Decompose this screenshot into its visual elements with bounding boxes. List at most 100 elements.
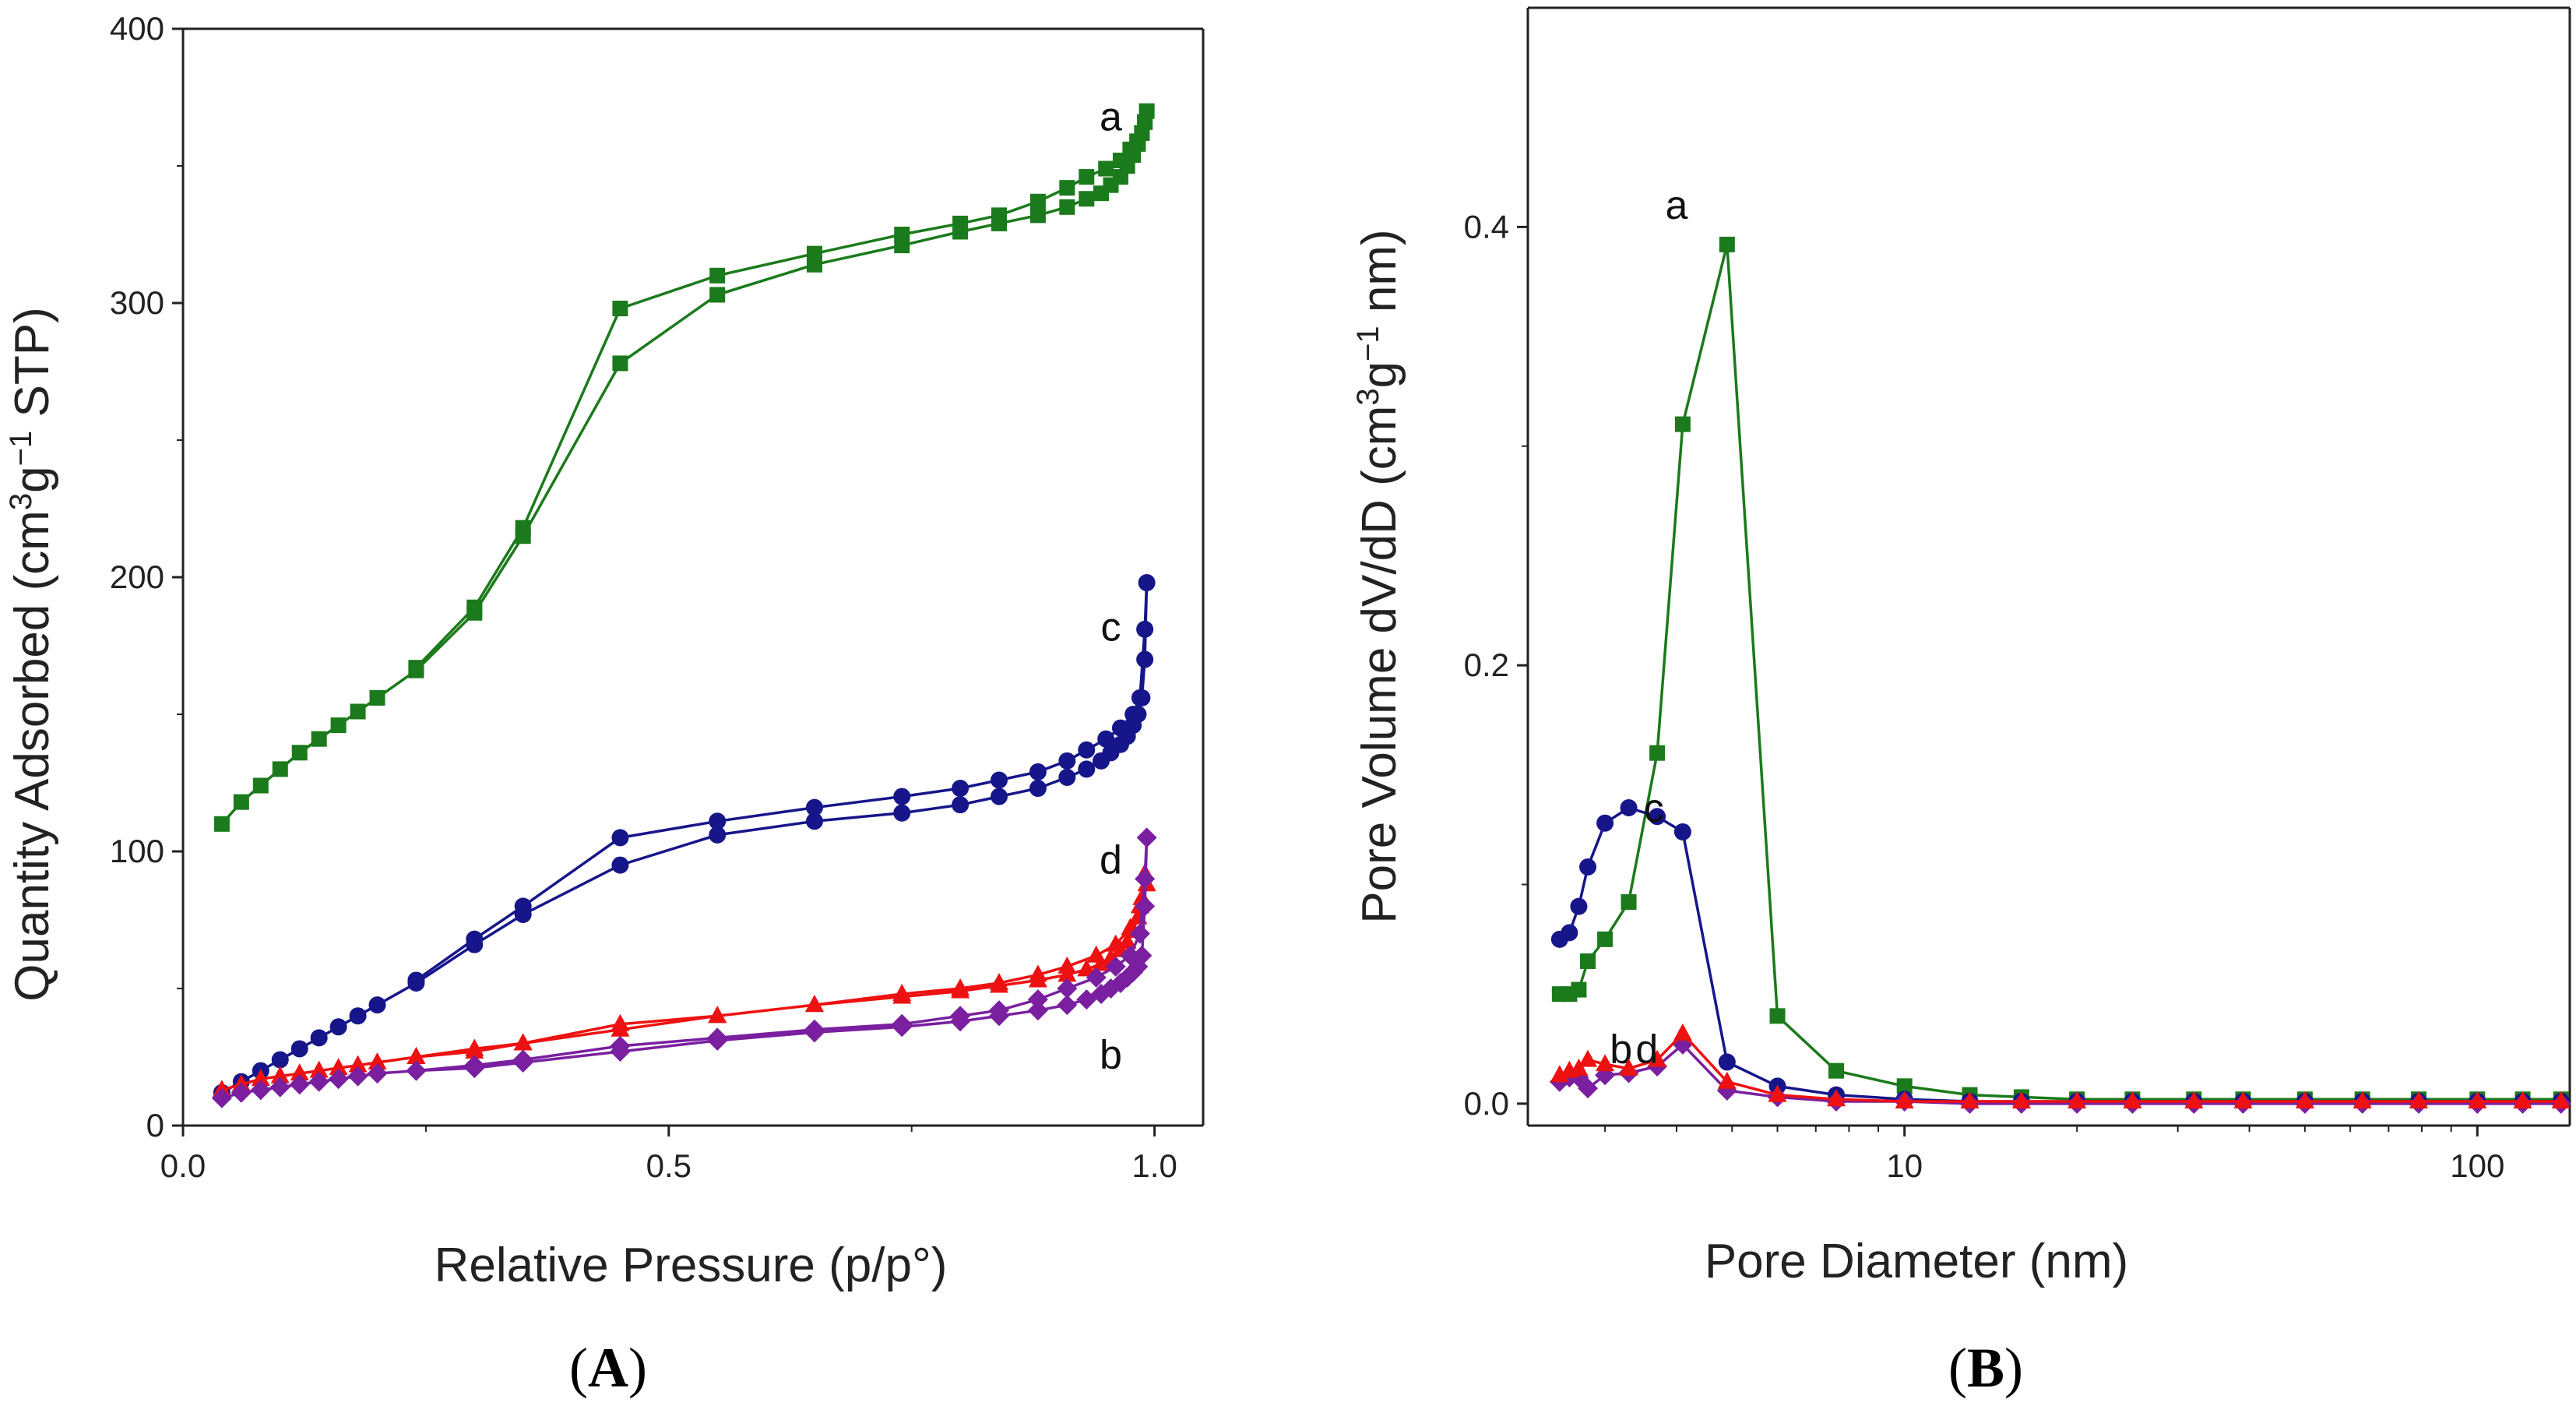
series-label-b-a: a [1666, 183, 1688, 228]
data-point-a-a-7 [350, 703, 366, 720]
svg-text:Pore Volume dV/dD (cm3g−1 nm): Pore Volume dV/dD (cm3g−1 nm) [1351, 229, 1406, 923]
data-point-a-b-32 [1120, 945, 1141, 966]
data-point-a-c-44 [514, 897, 532, 915]
y-tick-label-b-1: 0.2 [1464, 647, 1509, 683]
data-point-a-d-37 [951, 978, 970, 995]
data-point-a-b-5 [308, 1071, 329, 1092]
data-point-b-a-2 [1571, 981, 1587, 998]
data-point-a-c-29 [1138, 574, 1156, 592]
data-point-b-d-19 [2353, 1091, 2372, 1109]
data-point-a-c-20 [1078, 760, 1096, 778]
data-point-a-b-45 [406, 1060, 427, 1081]
data-point-a-c-15 [893, 804, 911, 822]
data-point-a-a-34 [1112, 152, 1128, 168]
data-point-b-d-4 [1596, 1054, 1615, 1072]
data-point-a-c-32 [1124, 706, 1142, 723]
data-point-a-b-30 [1135, 869, 1156, 890]
series-label-a-c: c [1100, 604, 1121, 650]
data-point-a-a-42 [806, 245, 822, 262]
series-label-a-b: b [1100, 1032, 1122, 1077]
data-point-a-b-29 [1136, 827, 1157, 848]
data-point-b-d-21 [2468, 1091, 2487, 1109]
series-label-a-d: d [1100, 838, 1122, 883]
axes-a: 0 100 200 300 400 0.0 0.5 1.0 [110, 10, 1205, 1184]
data-point-b-d-23 [2551, 1091, 2571, 1109]
data-point-a-c-39 [952, 780, 970, 798]
data-point-a-d-44 [406, 1047, 426, 1064]
data-point-a-b-44 [464, 1055, 485, 1076]
data-point-a-b-42 [610, 1035, 631, 1056]
axes-b: 0.0 0.2 0.4 10 100 [1464, 6, 2571, 1184]
y-tick-label-a-0: 0 [146, 1107, 164, 1143]
data-point-a-c-7 [349, 1007, 367, 1025]
data-point-a-a-12 [612, 355, 628, 372]
data-point-a-c-18 [1029, 780, 1047, 798]
data-point-a-a-1 [233, 794, 249, 810]
y-tick-label-a-1: 100 [110, 833, 164, 869]
data-point-b-d-13 [2011, 1091, 2031, 1109]
data-point-b-a-10 [1828, 1062, 1845, 1079]
data-point-a-a-43 [709, 267, 726, 284]
data-point-b-d-17 [2233, 1091, 2253, 1109]
series-label-b-c: c [1644, 786, 1664, 831]
y-axis-title-a-mid: g [5, 466, 59, 492]
data-point-b-a-5 [1621, 894, 1637, 910]
data-point-a-b-34 [1086, 967, 1107, 988]
data-point-a-c-35 [1078, 741, 1096, 759]
data-point-a-a-45 [515, 520, 531, 536]
data-point-a-c-8 [368, 996, 386, 1014]
data-point-a-a-5 [311, 731, 327, 747]
data-point-a-a-18 [1029, 207, 1046, 224]
data-point-a-c-3 [271, 1051, 289, 1069]
data-point-a-a-38 [1029, 193, 1046, 210]
data-point-a-b-41 [707, 1027, 728, 1048]
data-point-a-a-3 [272, 761, 288, 777]
data-point-a-c-5 [310, 1029, 328, 1047]
data-point-a-c-36 [1058, 752, 1076, 770]
series-a-a: a [213, 95, 1155, 832]
y-tick-label-a-4: 400 [110, 10, 164, 47]
panel-label-a-letter: A [588, 1337, 628, 1399]
data-point-b-d-0 [1550, 1065, 1569, 1083]
data-point-a-d-42 [513, 1033, 533, 1051]
data-point-a-b-6 [328, 1069, 349, 1090]
data-point-a-a-4 [291, 745, 308, 761]
data-point-a-a-6 [330, 717, 347, 734]
data-point-a-b-33 [1105, 956, 1126, 977]
y-axis-title-a-sup2: −1 [4, 431, 38, 467]
data-point-a-b-4 [289, 1074, 310, 1095]
data-point-a-a-20 [1079, 191, 1095, 207]
y-tick-label-b-0: 0.0 [1464, 1085, 1509, 1122]
data-point-a-b-27 [1131, 945, 1153, 966]
data-point-a-a-46 [466, 599, 483, 615]
data-point-a-a-37 [1059, 180, 1075, 196]
data-point-a-d-6 [329, 1058, 348, 1076]
data-point-b-d-2 [1569, 1058, 1589, 1076]
data-point-a-a-13 [709, 287, 726, 303]
data-point-a-b-0 [211, 1087, 232, 1108]
data-point-a-c-30 [1136, 620, 1154, 638]
data-point-a-a-2 [252, 777, 269, 794]
series-label-a-a: a [1100, 95, 1122, 140]
data-point-b-d-22 [2513, 1091, 2532, 1109]
data-point-a-d-43 [465, 1038, 484, 1056]
data-point-a-c-45 [466, 930, 484, 948]
panel-label-b: (B) [1948, 1337, 2023, 1399]
series-label-b-d: d [1635, 1027, 1658, 1073]
data-point-a-d-7 [348, 1055, 368, 1073]
data-point-a-b-19 [1057, 995, 1078, 1016]
data-point-a-c-40 [893, 788, 911, 805]
panel-label-a: (A) [569, 1337, 647, 1399]
y-axis-title-b: Pore Volume dV/dD (cm3g−1 nm) [1351, 229, 1406, 923]
data-point-a-d-4 [290, 1063, 309, 1081]
data-point-a-b-18 [1027, 1000, 1048, 1021]
chart-panel-a: Quantity Adsorbed (cm3g−1 STP) Relative … [4, 10, 1205, 1399]
y-tick-label-a-3: 300 [110, 284, 164, 321]
data-point-a-a-39 [991, 207, 1007, 224]
data-point-b-a-4 [1597, 931, 1614, 947]
data-point-a-d-8 [368, 1052, 387, 1070]
data-point-a-c-46 [407, 971, 425, 989]
data-point-a-d-36 [990, 972, 1008, 990]
y-axis-title-b-sup1: 3 [1351, 388, 1385, 405]
y-axis-title-b-post: nm) [1353, 229, 1406, 326]
